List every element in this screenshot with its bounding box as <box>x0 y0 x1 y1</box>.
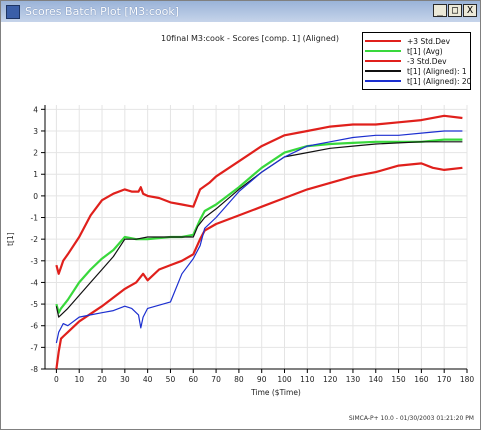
legend-label: t[1] (Avg) <box>407 46 443 56</box>
legend-item-plus3: +3 Std.Dev <box>365 36 450 46</box>
series-line-0 <box>55 114 463 275</box>
x-axis-label: Time ($Time) <box>250 388 301 397</box>
y-tick-label: -1 <box>31 214 39 223</box>
x-tick-label: 160 <box>414 375 429 384</box>
legend-label: t[1] (Aligned): 1 <box>407 66 467 76</box>
y-tick-label: 4 <box>33 105 38 114</box>
footer-stamp: SIMCA-P+ 10.0 - 01/30/2003 01:21:20 PM <box>348 415 474 422</box>
legend-item-avg: t[1] (Avg) <box>365 46 443 56</box>
scores-chart[interactable]: 0 10 20 30 40 50 60 70 80 90 100 110 120 130 140 150 160… <box>1 1 480 411</box>
legend-swatch <box>365 60 401 62</box>
x-tick-label: 70 <box>211 375 221 384</box>
legend[interactable]: +3 Std.Dev t[1] (Avg) -3 Std.Dev t[1] (A… <box>362 32 471 90</box>
y-axis-label: t[1] <box>6 232 15 246</box>
y-tick-label: 1 <box>33 170 38 179</box>
y-tick-label: -4 <box>31 278 39 287</box>
x-tick-label: 150 <box>391 375 406 384</box>
x-tick-label: 0 <box>54 375 59 384</box>
title-bar[interactable]: Scores Batch Plot [M3:cook] _ □ X <box>1 1 480 22</box>
minimize-button[interactable]: _ <box>433 4 447 17</box>
y-tick-label: -8 <box>31 365 39 374</box>
x-tick-label: 140 <box>369 375 384 384</box>
legend-item-minus3: -3 Std.Dev <box>365 56 447 66</box>
y-tick-label: -3 <box>31 257 39 266</box>
plot-title: 10final M3:cook - Scores [comp. 1] (Alig… <box>161 34 339 43</box>
y-tick-label: 0 <box>33 192 38 201</box>
legend-swatch <box>365 50 401 52</box>
x-tick-label: 30 <box>120 375 130 384</box>
legend-item-aligned-1: t[1] (Aligned): 1 <box>365 66 467 76</box>
legend-label: +3 Std.Dev <box>407 36 451 46</box>
legend-item-aligned-20: t[1] (Aligned): 20 <box>365 76 471 86</box>
y-tick-label: -6 <box>31 322 39 331</box>
legend-label: -3 Std.Dev <box>407 56 447 66</box>
series-line-2 <box>55 162 463 370</box>
app-icon <box>6 4 20 19</box>
y-tick-label: -5 <box>31 300 39 309</box>
x-tick-label: 10 <box>74 375 84 384</box>
series-line-3 <box>55 141 463 318</box>
x-tick-label: 170 <box>437 375 452 384</box>
x-tick-label: 20 <box>97 375 107 384</box>
x-tick-label: 60 <box>188 375 198 384</box>
x-tick-label: 130 <box>346 375 361 384</box>
series-line-1 <box>55 138 463 314</box>
x-tick-label: 90 <box>257 375 267 384</box>
close-button[interactable]: X <box>463 4 477 17</box>
x-tick-label: 80 <box>234 375 244 384</box>
legend-swatch <box>365 70 401 72</box>
x-tick-label: 50 <box>166 375 176 384</box>
series-line-4 <box>55 130 463 344</box>
y-tick-label: 2 <box>33 149 38 158</box>
window-controls: _ □ X <box>433 4 477 17</box>
y-tick-label: 3 <box>33 127 38 136</box>
legend-swatch <box>365 80 401 82</box>
x-tick-label: 40 <box>143 375 153 384</box>
legend-swatch <box>365 40 401 42</box>
maximize-button[interactable]: □ <box>448 4 462 17</box>
legend-label: t[1] (Aligned): 20 <box>407 76 472 86</box>
y-tick-label: -7 <box>31 343 39 352</box>
window-title: Scores Batch Plot [M3:cook] <box>25 5 180 18</box>
x-tick-label: 180 <box>460 375 475 384</box>
x-tick-label: 120 <box>323 375 338 384</box>
y-tick-label: -2 <box>31 235 39 244</box>
x-tick-label: 110 <box>300 375 315 384</box>
x-tick-label: 100 <box>277 375 292 384</box>
